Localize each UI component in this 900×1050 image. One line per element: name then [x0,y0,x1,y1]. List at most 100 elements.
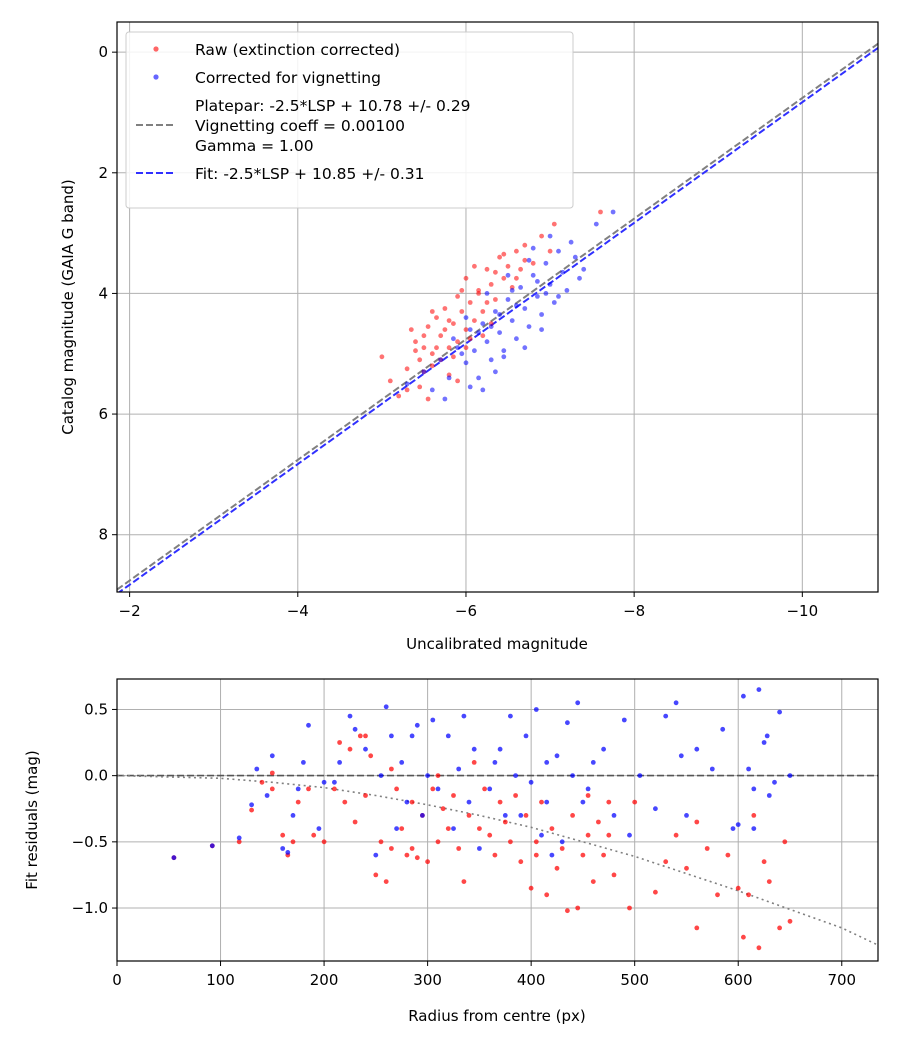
data-point [632,799,638,805]
data-point [484,339,490,345]
data-point [417,384,423,390]
data-point [285,850,291,855]
data-point [435,786,441,792]
data-point [373,852,379,858]
data-point [709,766,715,772]
top-lines [117,42,878,592]
x-tick-label: 500 [620,971,649,989]
data-point [715,892,720,898]
corrected-points [171,687,793,861]
data-point [509,288,515,293]
data-point [472,263,477,269]
x-tick-label: −2 [119,602,141,620]
data-point [461,879,467,884]
x-tick-label: −6 [455,602,477,620]
legend-entry-text: Gamma = 1.00 [195,137,314,155]
data-point [394,826,399,831]
data-point [761,740,767,745]
data-point [514,336,519,342]
data-point [598,209,603,215]
data-point [528,779,534,785]
data-point [357,733,363,739]
data-point [522,257,528,263]
data-point [471,760,477,765]
data-point [514,275,519,281]
data-point [554,865,560,871]
data-point [735,885,741,891]
data-point [492,760,498,765]
top-y-axis: 0 2 4 6 8 [98,43,117,544]
data-point [463,327,469,332]
data-point [694,925,700,931]
data-point [456,766,462,772]
data-point [429,387,435,393]
data-point [497,330,502,335]
data-point [528,885,534,891]
x-tick-label: 600 [724,971,753,989]
data-point [451,354,456,360]
data-point [523,813,529,818]
data-point [236,839,242,845]
data-point [421,333,427,339]
data-point [311,832,317,838]
legend-box [125,31,574,209]
data-point [530,272,536,278]
data-point [492,852,498,858]
data-point [438,333,444,339]
data-point [565,720,570,726]
data-point [463,345,469,351]
data-point [368,753,374,759]
data-point [497,312,502,317]
data-point [488,324,494,329]
data-point [522,306,528,311]
data-point [725,852,731,858]
data-point [290,813,296,818]
data-point [735,822,741,827]
data-point [295,799,301,805]
data-point [559,839,565,845]
data-point [476,330,481,335]
data-point [378,839,384,845]
data-point [456,846,462,851]
data-point [756,687,762,692]
data-point [766,879,772,884]
legend-marker [153,46,159,52]
data-point [544,799,550,805]
data-point [568,239,574,245]
data-point [383,879,389,884]
data-point [493,309,498,314]
data-point [399,760,405,765]
data-point [508,713,513,719]
data-point [606,832,612,838]
data-point [477,826,482,831]
data-point [409,846,415,851]
data-point [383,704,389,710]
data-point [497,746,503,752]
data-point [673,700,679,706]
data-point [526,324,532,329]
data-point [653,806,658,812]
data-point [363,733,368,739]
data-point [249,807,255,813]
bottom-plot-frame [116,678,879,962]
data-point [467,336,473,342]
data-point [493,369,498,375]
data-point [627,905,632,911]
data-point [466,799,472,805]
y-tick-label: 4 [98,284,108,302]
data-point [209,843,215,849]
top-chart: −2 −4 −6 −8 −10 0 2 4 6 8 Uncalibrated magnitude… [59,21,879,653]
data-point [446,345,452,351]
data-point [487,832,493,838]
data-point [653,889,658,895]
data-point [533,852,539,858]
data-point [575,905,581,911]
data-point [321,779,327,785]
x-tick-label: 400 [517,971,546,989]
data-point [518,285,523,290]
data-point [611,872,617,878]
data-point [301,760,306,765]
data-point [321,839,327,845]
bottom-lines [117,774,878,946]
y-tick-label: −1.0 [72,899,108,917]
